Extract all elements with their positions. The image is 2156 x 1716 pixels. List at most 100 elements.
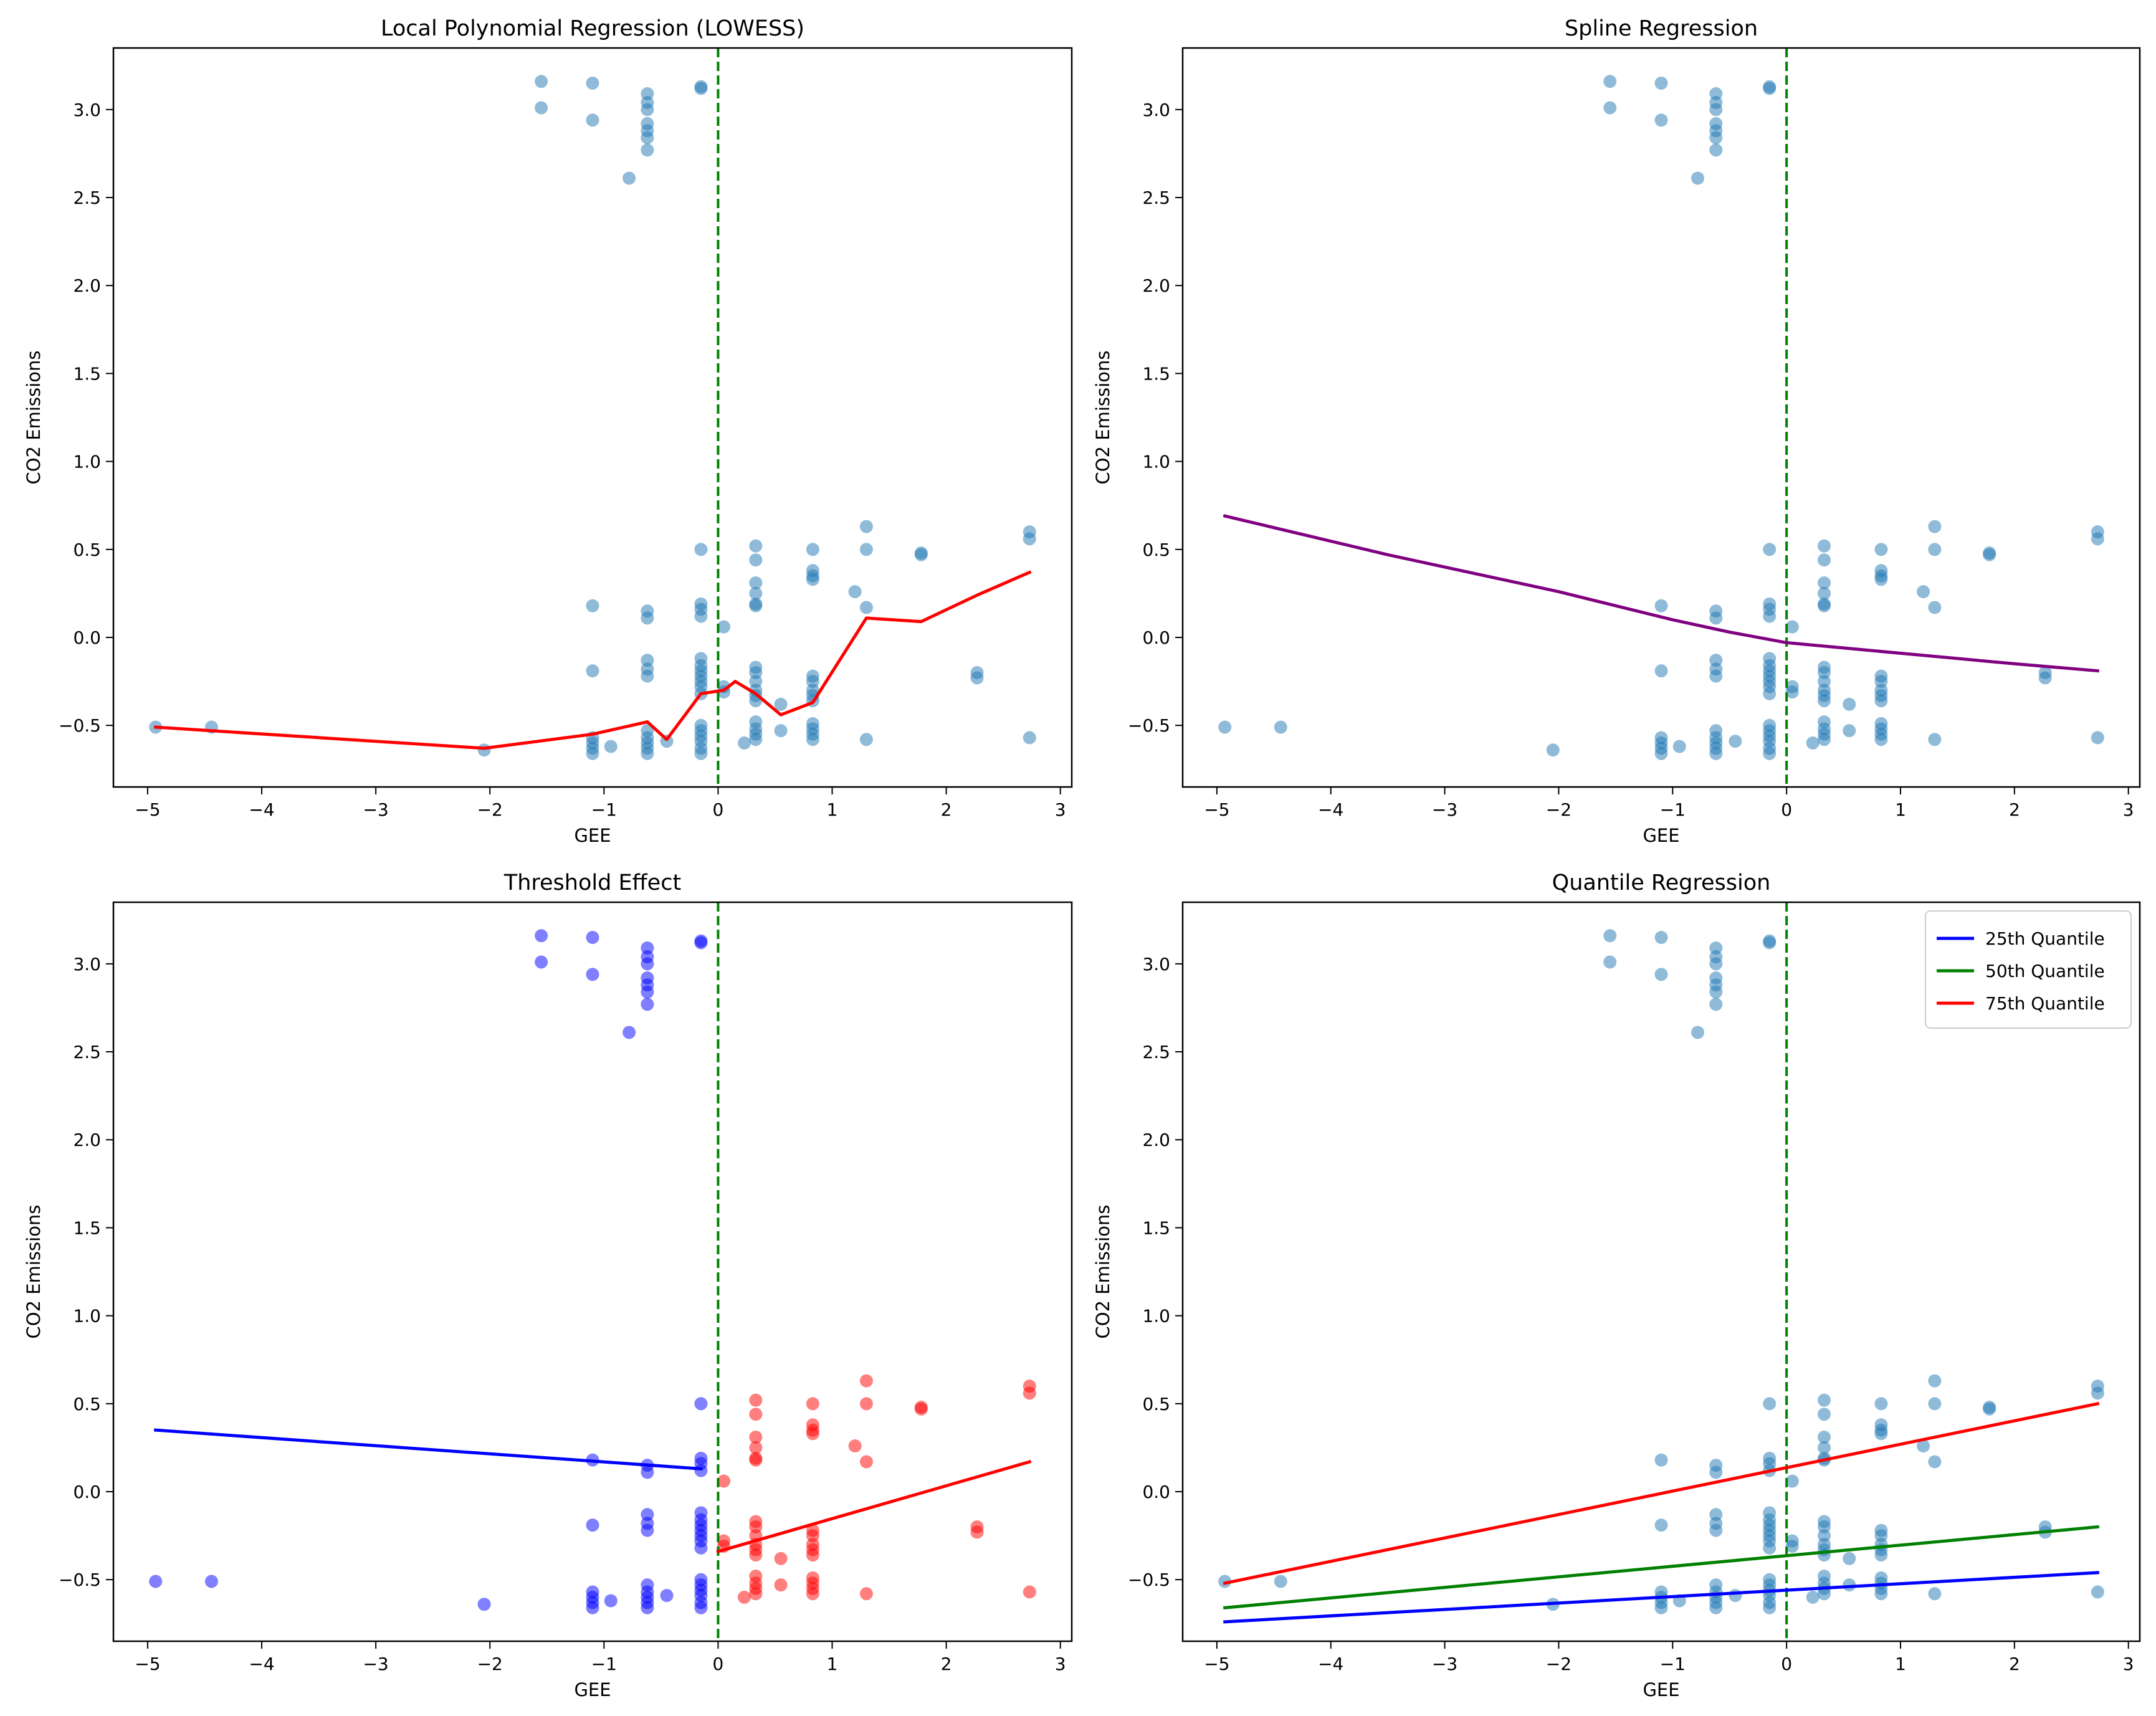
scatter-point — [848, 585, 862, 599]
y-tick-label: 1.0 — [73, 452, 101, 472]
scatter-point — [694, 1397, 708, 1411]
scatter-point — [774, 1552, 788, 1565]
y-tick-label: 2.0 — [73, 1130, 101, 1150]
scatter-point — [641, 143, 654, 157]
scatter-point — [586, 1601, 599, 1614]
y-tick-label: 2.0 — [1142, 275, 1170, 296]
scatter-point — [1763, 936, 1777, 950]
panel-4: Quantile Regression −5 −4 −3 −2 −1 0 1 2 3 −0.5 0.0… — [1092, 870, 2141, 1700]
scatter-point — [1218, 720, 1232, 734]
scatter-point — [694, 1541, 708, 1555]
scatter-point — [1763, 609, 1777, 623]
scatter-point — [641, 957, 654, 971]
scatter-point — [1817, 1393, 1831, 1407]
x-tick-label: −4 — [249, 1654, 274, 1674]
y-axis-label: CO2 Emissions — [1092, 351, 1114, 485]
scatter-point — [1654, 664, 1668, 678]
scatter-point — [1817, 599, 1831, 613]
x-tick-label: −4 — [1318, 1654, 1343, 1674]
scatter-point — [477, 1598, 491, 1611]
scatter-point — [1603, 955, 1617, 969]
scatter-point — [859, 543, 873, 556]
scatter-point — [1709, 143, 1723, 157]
y-tick-label: 0.0 — [73, 1482, 101, 1502]
scatter-point — [1983, 548, 1996, 561]
y-axis-label: CO2 Emissions — [1092, 1205, 1114, 1339]
scatter-point — [1546, 743, 1560, 757]
y-tick-label: 2.0 — [73, 275, 101, 296]
scatter-point — [1817, 576, 1831, 589]
legend-label: 50th Quantile — [1985, 961, 2105, 981]
x-tick-label: −5 — [135, 799, 160, 820]
scatter-point — [1843, 697, 1856, 711]
y-tick-label: 2.5 — [1142, 188, 1170, 208]
scatter-point — [1763, 746, 1777, 760]
scatter-point — [914, 548, 928, 561]
scatter-point — [1654, 1518, 1668, 1532]
scatter-point — [1817, 1430, 1831, 1444]
scatter-point — [1928, 1397, 1942, 1411]
scatter-point — [641, 746, 654, 760]
x-tick-label: −4 — [249, 799, 274, 820]
scatter-point — [1917, 1439, 1930, 1453]
scatter-point — [694, 1601, 708, 1614]
scatter-point — [1874, 573, 1888, 586]
x-tick-label: 3 — [1055, 1654, 1066, 1674]
scatter-point — [1709, 1466, 1723, 1479]
scatter-point — [914, 1402, 928, 1416]
y-tick-label: 1.0 — [1142, 452, 1170, 472]
fit-line — [1223, 1525, 2100, 1610]
scatter-point — [641, 985, 654, 999]
scatter-point — [806, 543, 819, 556]
scatter-point — [2038, 671, 2052, 685]
scatter-point — [477, 743, 491, 757]
scatter-point — [806, 1397, 819, 1411]
scatter-point — [694, 1464, 708, 1477]
scatter-point — [1709, 131, 1723, 145]
x-tick-label: −2 — [1546, 799, 1572, 820]
scatter-point — [859, 1397, 873, 1411]
scatter-point — [1023, 731, 1036, 745]
x-tick-label: 2 — [941, 799, 952, 820]
legend: 25th Quantile 50th Quantile 75th Quantile — [1925, 910, 2132, 1029]
y-tick-label: 3.0 — [1142, 100, 1170, 120]
x-tick-label: −5 — [135, 1654, 160, 1674]
scatter-point — [2091, 1585, 2104, 1599]
x-axis-label: GEE — [1643, 825, 1679, 846]
scatter-point — [1654, 968, 1668, 981]
y-tick-label: 1.5 — [1142, 1218, 1170, 1238]
scatter-point — [622, 1026, 636, 1039]
scatter-point — [1928, 543, 1942, 556]
scatter-point — [694, 543, 708, 556]
scatter-point — [1274, 1575, 1287, 1588]
scatter-point — [535, 929, 548, 943]
scatter-point — [1709, 957, 1723, 971]
scatter-point — [1603, 101, 1617, 115]
scatter-point — [749, 539, 763, 553]
scatter-point — [749, 599, 763, 613]
scatter-point — [1928, 520, 1942, 533]
scatter-point — [1709, 1523, 1723, 1537]
scatter-point — [149, 1575, 163, 1588]
y-tick-label: 0.0 — [1142, 1482, 1170, 1502]
scatter-point — [806, 573, 819, 586]
scatter-point — [1691, 1026, 1705, 1039]
scatter-point — [806, 1427, 819, 1441]
x-tick-label: 1 — [1895, 1654, 1906, 1674]
scatter-point — [1023, 1585, 1036, 1599]
scatter-point — [774, 697, 788, 711]
scatter-point — [749, 1441, 763, 1454]
scatter-point — [859, 601, 873, 614]
panel-2: Spline Regression −5 −4 −3 −2 −1 0 1 2 3 −0.5 0.0 0.… — [1092, 16, 2141, 846]
scatter-point — [1983, 1402, 1996, 1416]
x-axis-label: GEE — [1643, 1679, 1679, 1700]
y-tick-label: 2.5 — [73, 188, 101, 208]
scatter-point — [749, 1587, 763, 1601]
y-tick-label: 3.0 — [73, 100, 101, 120]
scatter-point — [586, 599, 599, 613]
x-tick-label: −1 — [1660, 799, 1686, 820]
scatter-point — [1654, 113, 1668, 127]
scatter-point — [1785, 685, 1799, 699]
scatter-point — [749, 576, 763, 589]
scatter-point — [1806, 1590, 1820, 1604]
